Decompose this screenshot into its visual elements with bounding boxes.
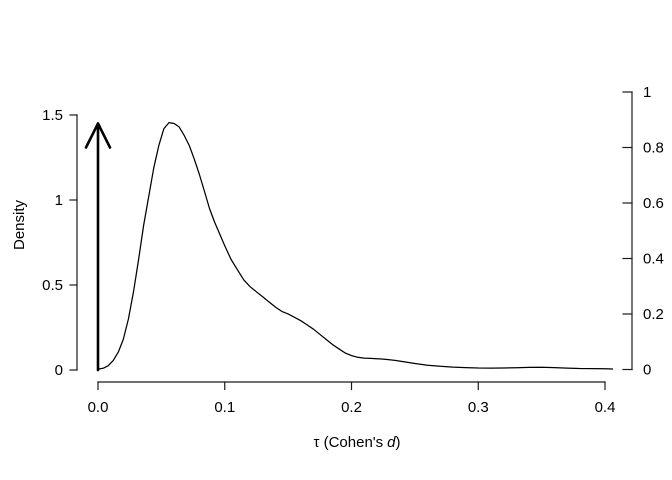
right-tick-label: 0.6 — [643, 195, 664, 212]
left-axis: 0 0.5 1 1.5 — [42, 107, 78, 379]
x-axis-title-suffix: ) — [396, 434, 401, 451]
x-axis-title-prefix: τ (Cohen's — [314, 434, 384, 451]
left-tick-label: 0.5 — [42, 277, 63, 294]
x-axis-title: τ (Cohen's d) — [314, 434, 401, 451]
right-axis: 0 0.2 0.4 0.6 0.8 1 — [622, 84, 664, 379]
x-tick-label: 0.3 — [468, 399, 489, 416]
arrow-head-right — [96, 122, 112, 149]
density-curve — [97, 121, 614, 370]
left-tick-label: 0 — [55, 362, 63, 379]
right-tick-label: 1 — [643, 84, 651, 101]
x-tick-label: 0.0 — [88, 399, 109, 416]
x-tick-label: 0.4 — [595, 399, 616, 416]
x-axis-title-italic-d: d — [387, 434, 396, 451]
left-tick-label: 1.5 — [42, 107, 63, 124]
x-tick-label: 0.2 — [341, 399, 362, 416]
right-tick-label: 0.4 — [643, 251, 664, 268]
bottom-axis: 0.0 0.1 0.2 0.3 0.4 — [88, 381, 616, 416]
left-tick-label: 1 — [55, 192, 63, 209]
right-tick-label: 0 — [643, 362, 651, 379]
arrow-head-left — [84, 122, 100, 149]
y-axis-title: Density — [11, 199, 28, 250]
point-mass-arrow — [84, 122, 112, 372]
x-tick-label: 0.1 — [214, 399, 235, 416]
right-tick-label: 0.8 — [643, 140, 664, 157]
right-tick-label: 0.2 — [643, 306, 664, 323]
